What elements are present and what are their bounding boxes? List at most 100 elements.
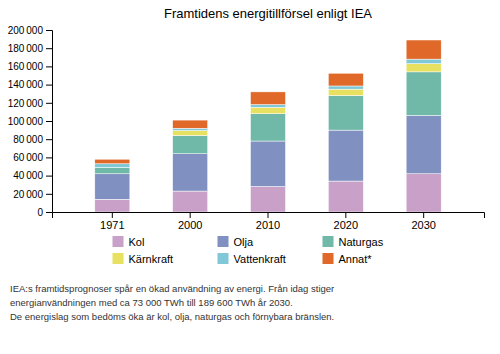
- tick-label: 2000: [178, 219, 202, 231]
- bar-segment: [95, 167, 130, 173]
- bar-segment: [95, 159, 130, 164]
- tick-mark: [345, 212, 346, 218]
- tick-mark: [46, 85, 52, 86]
- tick-label: 40 000: [13, 170, 43, 181]
- tick-mark: [112, 212, 113, 218]
- tick-mark: [46, 48, 52, 49]
- tick-mark: [46, 176, 52, 177]
- bar-segment: [173, 191, 208, 212]
- legend-item: Naturgas: [323, 236, 384, 248]
- legend-item: Kol: [113, 236, 145, 248]
- footnote: IEA:s framtidsprognoser spår en ökad anv…: [10, 283, 334, 322]
- tick: 100 000: [8, 116, 52, 127]
- legend-swatch: [218, 236, 229, 247]
- legend-swatch: [323, 236, 334, 247]
- bar-segment: [173, 120, 208, 128]
- bar-segment: [95, 174, 130, 199]
- tick: 40 000: [13, 170, 52, 181]
- tick-mark: [46, 121, 52, 122]
- legend-item: Olja: [218, 236, 254, 248]
- bar-segment: [328, 86, 363, 89]
- chart: Framtidens energitillförsel enligt IEA02…: [0, 0, 500, 354]
- axis-line: [46, 31, 53, 213]
- bar-segment: [250, 141, 285, 187]
- tick-label: 80 000: [13, 134, 43, 145]
- tick-mark: [46, 157, 52, 158]
- bar-segment: [95, 199, 130, 212]
- series: [95, 72, 441, 174]
- tick-mark: [268, 212, 269, 218]
- tick-label: 140 000: [8, 79, 44, 90]
- bar-segment: [406, 116, 441, 174]
- legend-swatch: [218, 253, 229, 264]
- legend-swatch: [113, 236, 124, 247]
- legend-label: Vattenkraft: [234, 253, 286, 265]
- legend-item: Annat*: [323, 253, 373, 265]
- tick-label: 180 000: [8, 43, 44, 54]
- bar-segment: [406, 59, 441, 64]
- axis-line: [53, 213, 485, 219]
- tick-mark: [46, 103, 52, 104]
- bar-segment: [250, 107, 285, 113]
- tick-mark: [46, 139, 52, 140]
- legend-swatch: [323, 253, 334, 264]
- legend-swatch: [113, 253, 124, 264]
- bar-segment: [250, 114, 285, 141]
- tick: 200 000: [8, 25, 52, 36]
- legend-label: Naturgas: [339, 236, 384, 248]
- legend-label: Olja: [234, 236, 254, 248]
- tick-mark: [46, 30, 52, 31]
- bar-segment: [173, 128, 208, 130]
- bar-segment: [173, 131, 208, 136]
- tick: 1971: [100, 212, 124, 231]
- tick-mark: [46, 66, 52, 67]
- bar-segment: [328, 73, 363, 86]
- tick-label: 2010: [256, 219, 280, 231]
- tick-label: 100 000: [8, 116, 44, 127]
- bars: [95, 40, 441, 212]
- x-axis: 1971 2000 2010 2020 2030: [53, 212, 485, 231]
- tick-mark: [46, 212, 52, 213]
- tick: 80 000: [13, 134, 52, 145]
- series: [95, 59, 441, 167]
- bar-segment: [406, 72, 441, 116]
- bar-segment: [250, 105, 285, 108]
- bar-segment: [328, 130, 363, 181]
- legend-item: Kärnkraft: [113, 253, 174, 265]
- tick-label: 200 000: [8, 25, 44, 36]
- series: [173, 64, 442, 136]
- tick: 120 000: [8, 98, 52, 109]
- tick-mark: [423, 212, 424, 218]
- tick: 60 000: [13, 152, 52, 163]
- bar-segment: [406, 174, 441, 212]
- legend-label: Annat*: [339, 253, 373, 265]
- legend-item: Vattenkraft: [218, 253, 286, 265]
- footnote-line: IEA:s framtidsprognoser spår en ökad anv…: [10, 283, 334, 294]
- tick-label: 120 000: [8, 98, 44, 109]
- tick-label: 20 000: [13, 189, 43, 200]
- bar-segment: [250, 92, 285, 105]
- tick-mark: [190, 212, 191, 218]
- tick: 0: [37, 207, 52, 218]
- tick-mark: [46, 194, 52, 195]
- tick-label: 60 000: [13, 152, 43, 163]
- tick-label: 2030: [411, 219, 435, 231]
- footnote-line: De energislag som bedöms öka är kol, olj…: [10, 311, 334, 322]
- bar-segment: [328, 96, 363, 131]
- tick: 2030: [411, 212, 435, 231]
- tick: 160 000: [8, 61, 52, 72]
- tick: 140 000: [8, 79, 52, 90]
- tick: 20 000: [13, 189, 52, 200]
- bar-segment: [95, 164, 130, 168]
- tick-label: 2020: [334, 219, 358, 231]
- footnote-line: energianvändningen med ca 73 000 TWh til…: [10, 297, 293, 308]
- tick: 2020: [334, 212, 358, 231]
- bar-segment: [406, 40, 441, 59]
- legend-label: Kärnkraft: [129, 253, 174, 265]
- legend-label: Kol: [129, 236, 145, 248]
- bar-segment: [173, 136, 208, 154]
- bar-segment: [328, 181, 363, 212]
- tick: 180 000: [8, 43, 52, 54]
- bar-segment: [328, 89, 363, 95]
- y-axis: 0 20 000 40 000 60 000 80 000 100 000 120 000 1…: [8, 25, 53, 218]
